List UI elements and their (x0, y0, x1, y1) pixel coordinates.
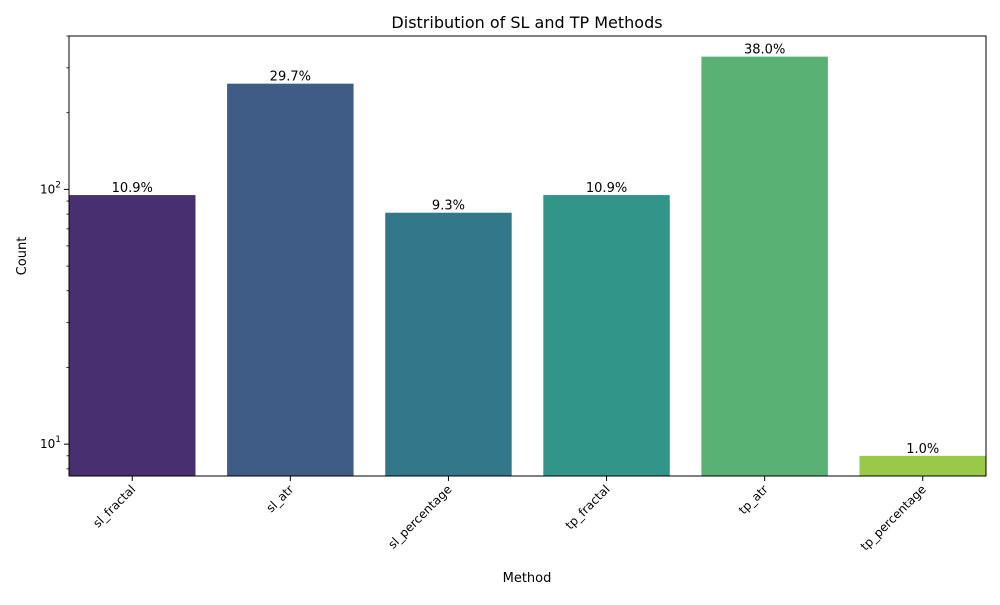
bar-tp-percentage (859, 455, 986, 476)
bars-group (69, 56, 986, 477)
x-tick-label: tp_percentage (858, 482, 929, 553)
bar-value-label: 29.7% (270, 70, 311, 85)
y-tick-label: 102 (40, 180, 61, 196)
bar-sl-percentage (385, 212, 512, 476)
x-tick-label: sl_percentage (385, 482, 454, 551)
x-tick-label: tp_atr (736, 482, 771, 517)
x-axis-label: Method (503, 571, 552, 586)
bar-labels-group: 10.9% 29.7% 9.3% 10.9% 38.0% 1.0% (112, 43, 940, 457)
x-axis: sl_fractal sl_atr sl_percentage tp_fractal t… (90, 476, 929, 553)
x-tick-label: sl_fractal (90, 482, 138, 530)
x-tick-label: sl_atr (264, 482, 297, 515)
y-axis-label: Count (15, 237, 30, 276)
bar-value-label: 10.9% (112, 181, 153, 196)
bar-sl-fractal (69, 195, 196, 476)
bar-value-label: 9.3% (432, 199, 465, 214)
bar-sl-atr (227, 83, 354, 477)
bar-value-label: 38.0% (744, 43, 785, 58)
plot-frame (68, 35, 987, 477)
y-tick-label: 101 (40, 435, 61, 451)
bar-tp-atr (701, 56, 828, 477)
y-axis: 101 102 (40, 35, 69, 470)
x-tick-label: tp_fractal (563, 482, 613, 532)
bar-tp-fractal (543, 195, 670, 476)
bar-value-label: 1.0% (906, 442, 939, 457)
bar-value-label: 10.9% (586, 181, 627, 196)
chart-title: Distribution of SL and TP Methods (391, 13, 662, 32)
